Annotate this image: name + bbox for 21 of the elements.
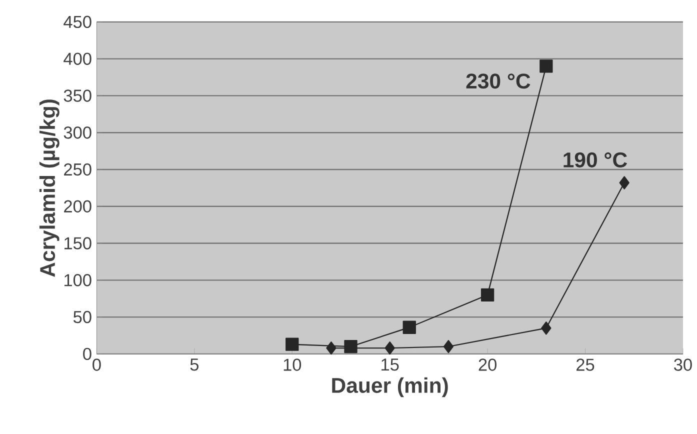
y-tick-label: 250 [64, 164, 92, 176]
x-axis-title: Dauer (min) [332, 377, 448, 398]
y-tick-label: 400 [64, 52, 92, 66]
y-tick-label: 450 [64, 16, 92, 28]
y-tick-label: 300 [64, 126, 92, 139]
y-tick-label: 0 [83, 348, 92, 360]
y-tick-label: 100 [64, 274, 92, 286]
series-label: 190 °C [564, 152, 628, 168]
x-tick-label: 25 [576, 358, 594, 372]
x-tick-label: 20 [478, 358, 496, 372]
x-tick-label: 0 [92, 358, 101, 372]
y-axis-title: Acrylamid (µg/kg) [39, 100, 60, 278]
y-tick-label: 350 [64, 90, 92, 102]
x-tick-label: 30 [674, 358, 692, 372]
series-label: 230 °C [466, 74, 530, 89]
y-tick-label: 150 [64, 237, 92, 250]
x-tick-label: 10 [284, 358, 302, 372]
y-tick-label: 50 [73, 311, 92, 324]
x-tick-label: 5 [190, 358, 198, 371]
y-tick-label: 200 [64, 200, 92, 213]
x-tick-label: 15 [382, 358, 399, 371]
